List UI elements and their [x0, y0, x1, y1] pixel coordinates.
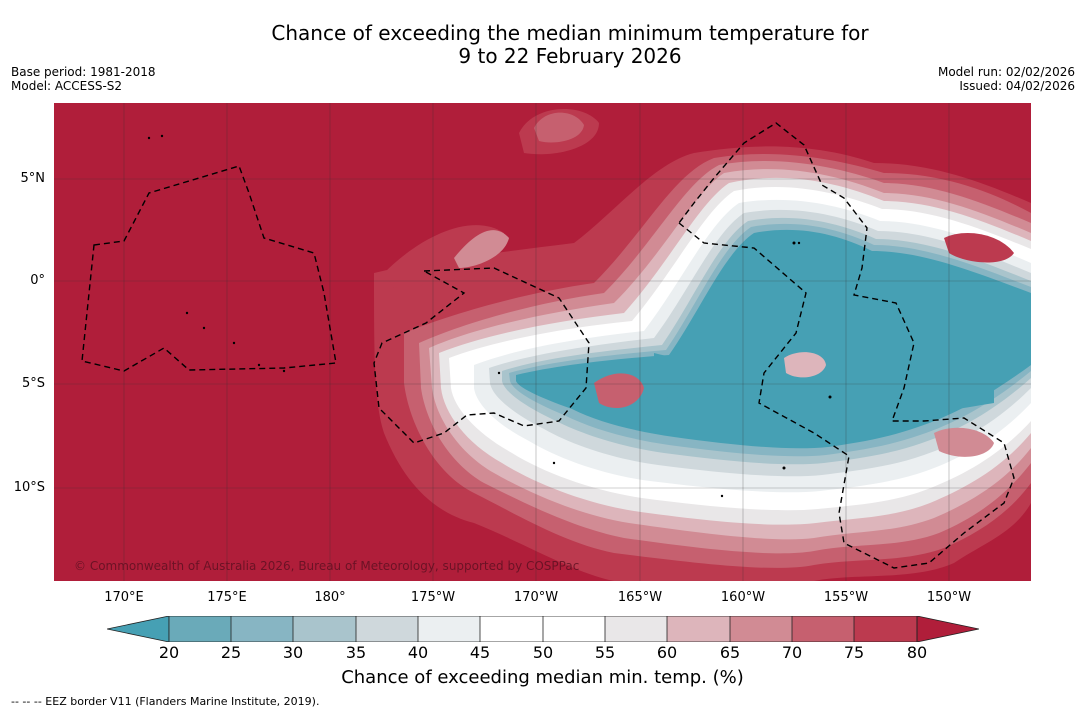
- colorbar-bin: [418, 616, 480, 642]
- colorbar-bin: [543, 616, 605, 642]
- lat-tick: 0°: [30, 273, 45, 288]
- colorbar-tick: 25: [220, 643, 242, 662]
- contour-65-n: [454, 230, 509, 268]
- colorbar-tick: 60: [656, 643, 678, 662]
- colorbar-tick: 70: [781, 643, 803, 662]
- colorbar-tick: 65: [719, 643, 741, 662]
- lon-tick: 160°W: [720, 590, 766, 605]
- lon-tick: 180°: [314, 590, 346, 605]
- map-panel: [54, 103, 1031, 581]
- lat-tick: 5°S: [21, 376, 45, 391]
- map-title: Chance of exceeding the median minimum t…: [170, 22, 970, 68]
- graticule: [54, 103, 1031, 581]
- colorbar-tick: 55: [594, 643, 616, 662]
- lon-tick: 150°W: [926, 590, 972, 605]
- colorbar-bin: [854, 616, 917, 642]
- base-period: Base period: 1981-2018: [11, 65, 156, 79]
- warm-blob-1: [594, 373, 644, 408]
- lat-tick: 10°S: [13, 480, 45, 495]
- islands: [147, 134, 832, 498]
- colorbar-bin: [169, 616, 231, 642]
- colorbar-bin: [356, 616, 418, 642]
- colorbar-bin: [667, 616, 730, 642]
- colorbar-tick: 80: [906, 643, 928, 662]
- colorbar: [107, 616, 979, 642]
- lon-tick: 170°W: [513, 590, 559, 605]
- contour-70-n: [534, 112, 584, 143]
- colorbar-bin: [480, 616, 543, 642]
- warm-blob-2: [784, 352, 826, 378]
- lat-tick: 5°N: [20, 171, 46, 186]
- colorbar-tick: 40: [407, 643, 429, 662]
- title-line-1: Chance of exceeding the median minimum t…: [271, 21, 869, 45]
- model-run: Model run: 02/02/2026: [937, 65, 1075, 79]
- issued-date: Issued: 04/02/2026: [959, 79, 1075, 93]
- warm-blob-3: [944, 233, 1014, 263]
- colorbar-tick: 35: [345, 643, 367, 662]
- lon-tick: 175°E: [207, 590, 247, 605]
- lon-tick: 175°W: [410, 590, 456, 605]
- colorbar-bin: [231, 616, 293, 642]
- colorbar-high-extend: [916, 616, 979, 642]
- colorbar-tick: 75: [843, 643, 865, 662]
- eez-borders: [81, 122, 1015, 569]
- colorbar-tick: 45: [469, 643, 491, 662]
- lon-tick: 170°E: [104, 590, 144, 605]
- meta-right: Model run: 02/02/2026 Issued: 04/02/2026: [938, 65, 1075, 93]
- warm-blob-4: [934, 427, 994, 457]
- colorbar-bin: [293, 616, 356, 642]
- eez-footnote: -- -- -- EEZ border V11 (Flanders Marine…: [11, 695, 320, 708]
- contour-below-20-extra: [654, 353, 994, 422]
- colorbar-low-extend: [107, 616, 170, 642]
- model-name: Model: ACCESS-S2: [11, 79, 123, 93]
- colorbar-bin: [605, 616, 667, 642]
- colorbar-bin: [730, 616, 792, 642]
- meta-left: Base period: 1981-2018 Model: ACCESS-S2: [11, 65, 156, 93]
- colorbar-label: Chance of exceeding median min. temp. (%…: [341, 667, 744, 688]
- lon-tick: 165°W: [617, 590, 663, 605]
- copyright-notice: © Commonwealth of Australia 2026, Bureau…: [74, 559, 580, 573]
- colorbar-bin: [792, 616, 854, 642]
- colorbar-tick: 20: [158, 643, 180, 662]
- lon-tick: 155°W: [823, 590, 869, 605]
- colorbar-tick: 50: [532, 643, 554, 662]
- title-line-2: 9 to 22 February 2026: [458, 44, 682, 68]
- colorbar-tick: 30: [282, 643, 304, 662]
